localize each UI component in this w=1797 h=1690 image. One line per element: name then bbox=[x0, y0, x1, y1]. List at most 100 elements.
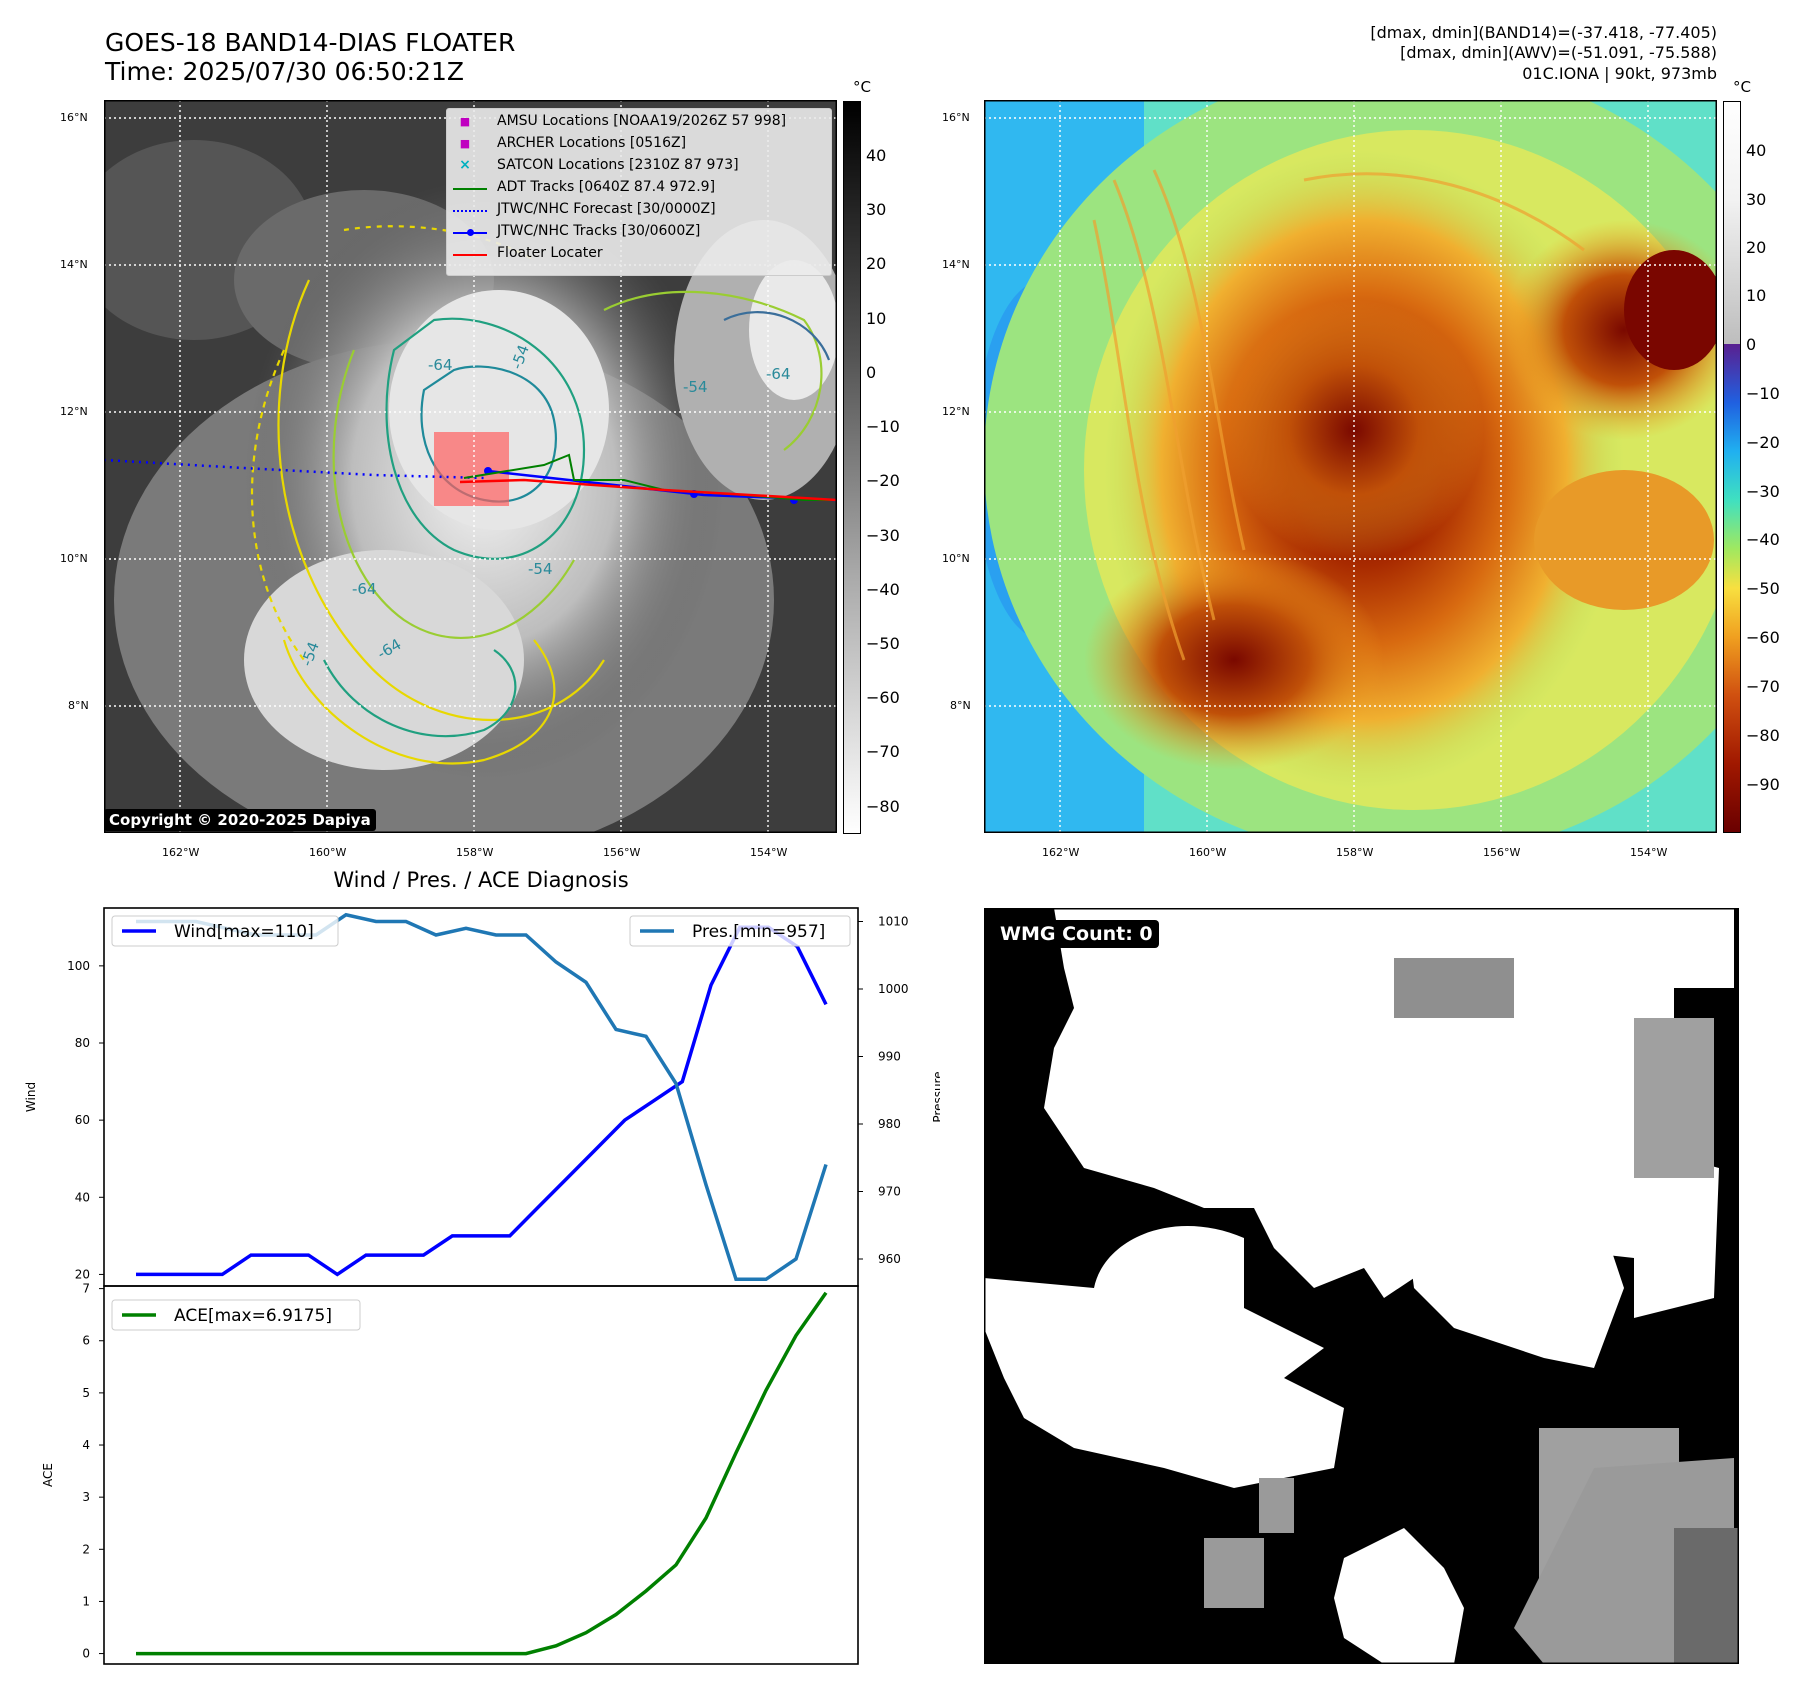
colorbar-right-tick: 10 bbox=[1746, 286, 1767, 305]
colorbar-left-tick: −30 bbox=[866, 526, 900, 545]
lon-label: 154°W bbox=[1630, 846, 1668, 859]
water-vapor-map bbox=[984, 100, 1717, 833]
colorbar-left-tick: 20 bbox=[866, 254, 887, 273]
wind-legend-box bbox=[111, 915, 339, 947]
satcon-marker-icon: × bbox=[459, 157, 471, 173]
ace-tick-label: 5 bbox=[82, 1386, 90, 1400]
colorbar-left-tick: 10 bbox=[866, 309, 887, 328]
colorbar-right-tick: 0 bbox=[1746, 335, 1757, 354]
legend-item: SATCON Locations [2310Z 87 973] bbox=[497, 157, 739, 173]
copyright-badge: Copyright © 2020-2025 Dapiya bbox=[104, 809, 376, 831]
lat-label: 12°N bbox=[60, 405, 88, 418]
ace-tick-label: 0 bbox=[82, 1647, 90, 1661]
lat-label: 8°N bbox=[950, 699, 971, 712]
contour-label: -54 bbox=[528, 560, 553, 578]
info-line1: [dmax, dmin](BAND14)=(-37.418, -77.405) bbox=[1370, 23, 1717, 42]
info-line2: [dmax, dmin](AWV)=(-51.091, -75.588) bbox=[1400, 43, 1717, 62]
colorbar-right-unit: °C bbox=[1733, 78, 1751, 96]
pressure-tick-label: 1010 bbox=[878, 915, 909, 929]
legend-item: ADT Tracks [0640Z 87.4 972.9] bbox=[497, 179, 716, 195]
lon-label: 162°W bbox=[162, 846, 200, 859]
lat-label: 16°N bbox=[60, 111, 88, 124]
colorbar-right-tick: −10 bbox=[1746, 384, 1780, 403]
colorbar-right-tick: −50 bbox=[1746, 579, 1780, 598]
lon-label: 156°W bbox=[1483, 846, 1521, 859]
floater-line-icon bbox=[453, 254, 487, 256]
ace-tick-label: 1 bbox=[82, 1594, 90, 1608]
wmg-count-badge: WMG Count: 0 bbox=[994, 920, 1159, 948]
wind-legend-label: Wind[max=110] bbox=[174, 922, 314, 942]
colorbar-left-tick: −40 bbox=[866, 580, 900, 599]
legend-item: JTWC/NHC Tracks [30/0600Z] bbox=[497, 223, 701, 239]
colorbar-left-tick: −60 bbox=[866, 688, 900, 707]
wind-axis-label: Wind bbox=[24, 1082, 38, 1112]
wind-tick-label: 60 bbox=[75, 1113, 90, 1127]
contour-label: -64 bbox=[428, 356, 453, 374]
contour-label: -64 bbox=[766, 365, 791, 383]
wmg-mask-panel bbox=[984, 908, 1739, 1664]
pressure-axis-label: Pressure bbox=[931, 1071, 940, 1122]
ace-legend-label: ACE[max=6.9175] bbox=[174, 1306, 332, 1326]
wind-tick-label: 40 bbox=[75, 1190, 90, 1204]
figure-title-line1: GOES-18 BAND14-DIAS FLOATER bbox=[105, 28, 516, 57]
colorbar-left bbox=[843, 101, 861, 834]
legend-item: Floater Locater bbox=[497, 245, 603, 261]
chart-title: Wind / Pres. / ACE Diagnosis bbox=[333, 868, 628, 892]
wind-series-line bbox=[136, 925, 828, 1277]
colorbar-right-tick: −30 bbox=[1746, 482, 1780, 501]
colorbar-left-tick: 40 bbox=[866, 146, 887, 165]
legend-item: JTWC/NHC Forecast [30/0000Z] bbox=[497, 201, 716, 217]
lat-label: 14°N bbox=[60, 258, 88, 271]
colorbar-right-tick: −80 bbox=[1746, 726, 1780, 745]
lower-panel-frame bbox=[103, 1285, 859, 1665]
ace-tick-label: 7 bbox=[82, 1282, 90, 1296]
colorbar-right-lower bbox=[1723, 344, 1741, 833]
wind-tick-label: 80 bbox=[75, 1036, 90, 1050]
colorbar-left-tick: −70 bbox=[866, 742, 900, 761]
pressure-tick-label: 980 bbox=[878, 1117, 901, 1131]
pressure-tick-label: 960 bbox=[878, 1252, 901, 1266]
wind-tick-label: 20 bbox=[75, 1267, 90, 1281]
lat-label: 8°N bbox=[68, 699, 89, 712]
ace-tick-label: 3 bbox=[82, 1490, 90, 1504]
lon-label: 154°W bbox=[750, 846, 788, 859]
legend-item: ARCHER Locations [0516Z] bbox=[497, 135, 687, 151]
colorbar-right-tick: −20 bbox=[1746, 433, 1780, 452]
ace-axis-label: ACE bbox=[41, 1463, 55, 1487]
upper-panel-frame bbox=[103, 907, 859, 1287]
ace-legend-box bbox=[111, 1299, 361, 1331]
wind-tick-label: 100 bbox=[67, 959, 90, 973]
legend-item: AMSU Locations [NOAA19/2026Z 57 998] bbox=[497, 113, 787, 129]
ace-series-line bbox=[136, 1291, 828, 1656]
lat-label: 10°N bbox=[60, 552, 88, 565]
colorbar-left-tick: −50 bbox=[866, 634, 900, 653]
map-legend: ■ AMSU Locations [NOAA19/2026Z 57 998] ■… bbox=[446, 108, 832, 276]
info-line3: 01C.IONA | 90kt, 973mb bbox=[1522, 64, 1717, 83]
diagnosis-chart: Wind / Pres. / ACE Diagnosis20406080100W… bbox=[24, 868, 940, 1665]
colorbar-right-tick: −70 bbox=[1746, 677, 1780, 696]
pressure-tick-label: 990 bbox=[878, 1050, 901, 1064]
colorbar-left-tick: −10 bbox=[866, 417, 900, 436]
colorbar-left-tick: 0 bbox=[866, 363, 877, 382]
contour-label: -64 bbox=[352, 580, 377, 598]
lon-label: 158°W bbox=[456, 846, 494, 859]
colorbar-right-upper bbox=[1723, 101, 1741, 345]
colorbar-left-tick: −20 bbox=[866, 471, 900, 490]
lon-label: 156°W bbox=[603, 846, 641, 859]
ace-tick-label: 6 bbox=[82, 1334, 90, 1348]
amsu-marker-icon: ■ bbox=[459, 115, 471, 128]
lon-label: 162°W bbox=[1042, 846, 1080, 859]
pressure-series-line bbox=[136, 912, 828, 1282]
lon-label: 160°W bbox=[1189, 846, 1227, 859]
colorbar-right-tick: −90 bbox=[1746, 775, 1780, 794]
archer-marker-icon: ■ bbox=[459, 137, 471, 150]
contour-label: -54 bbox=[683, 378, 708, 396]
lat-label: 10°N bbox=[942, 552, 970, 565]
colorbar-right-tick: 30 bbox=[1746, 190, 1767, 209]
ace-tick-label: 2 bbox=[82, 1542, 90, 1556]
lon-label: 160°W bbox=[309, 846, 347, 859]
colorbar-right-tick: −60 bbox=[1746, 628, 1780, 647]
colorbar-left-tick: 30 bbox=[866, 200, 887, 219]
lat-label: 12°N bbox=[942, 405, 970, 418]
colorbar-right-tick: 20 bbox=[1746, 238, 1767, 257]
